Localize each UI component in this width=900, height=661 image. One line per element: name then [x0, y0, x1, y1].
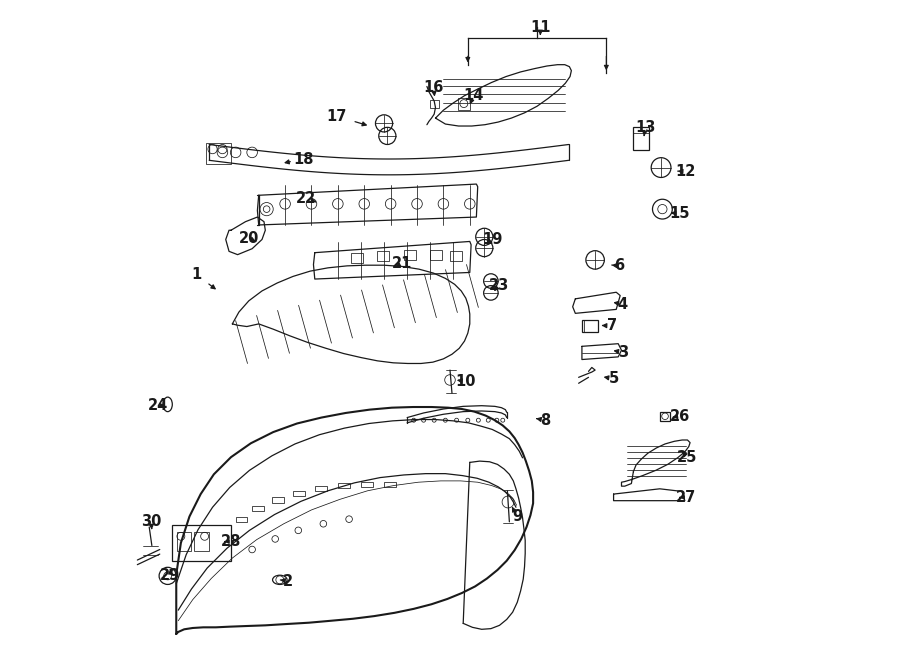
Bar [634, 128, 649, 151]
Bar [384, 482, 396, 487]
Bar [272, 497, 284, 502]
Text: 30: 30 [141, 514, 161, 529]
Bar [315, 486, 327, 490]
Text: 18: 18 [293, 151, 314, 167]
Text: 24: 24 [148, 398, 168, 413]
Bar [194, 531, 209, 551]
Bar [377, 251, 390, 261]
Text: 25: 25 [678, 449, 698, 465]
Text: 21: 21 [392, 256, 413, 271]
Text: 29: 29 [160, 568, 180, 584]
Bar [450, 251, 462, 260]
Bar [351, 253, 363, 262]
Bar [206, 143, 231, 164]
Text: 13: 13 [635, 120, 655, 135]
Text: 17: 17 [327, 108, 346, 124]
Text: 10: 10 [455, 373, 476, 389]
Text: 8: 8 [540, 412, 550, 428]
Text: 2: 2 [284, 574, 293, 589]
Text: 23: 23 [490, 278, 509, 293]
Bar [293, 490, 305, 496]
Text: 11: 11 [530, 20, 551, 34]
Bar [582, 320, 598, 332]
Text: 22: 22 [296, 191, 316, 206]
Bar [338, 483, 350, 488]
Text: 20: 20 [238, 231, 259, 246]
Bar [177, 531, 192, 551]
Bar [172, 525, 231, 561]
Bar [404, 250, 416, 260]
Bar [430, 100, 439, 108]
Text: 3: 3 [617, 345, 628, 360]
Text: 9: 9 [512, 509, 522, 524]
Bar [660, 412, 670, 421]
Text: 27: 27 [676, 490, 697, 505]
Text: 6: 6 [615, 258, 625, 274]
Text: 5: 5 [608, 371, 618, 386]
Bar [458, 98, 470, 110]
Text: 26: 26 [670, 408, 689, 424]
Bar [252, 506, 264, 511]
Text: 14: 14 [464, 87, 484, 102]
Text: 15: 15 [670, 206, 689, 221]
Text: 7: 7 [607, 319, 616, 333]
Text: 28: 28 [220, 534, 241, 549]
Text: 1: 1 [191, 267, 202, 282]
Text: 4: 4 [617, 297, 628, 311]
Text: 16: 16 [423, 79, 444, 95]
Bar [430, 250, 442, 260]
Text: 19: 19 [482, 232, 502, 247]
Bar [236, 516, 248, 522]
Bar [361, 482, 373, 487]
Text: 12: 12 [675, 164, 696, 179]
